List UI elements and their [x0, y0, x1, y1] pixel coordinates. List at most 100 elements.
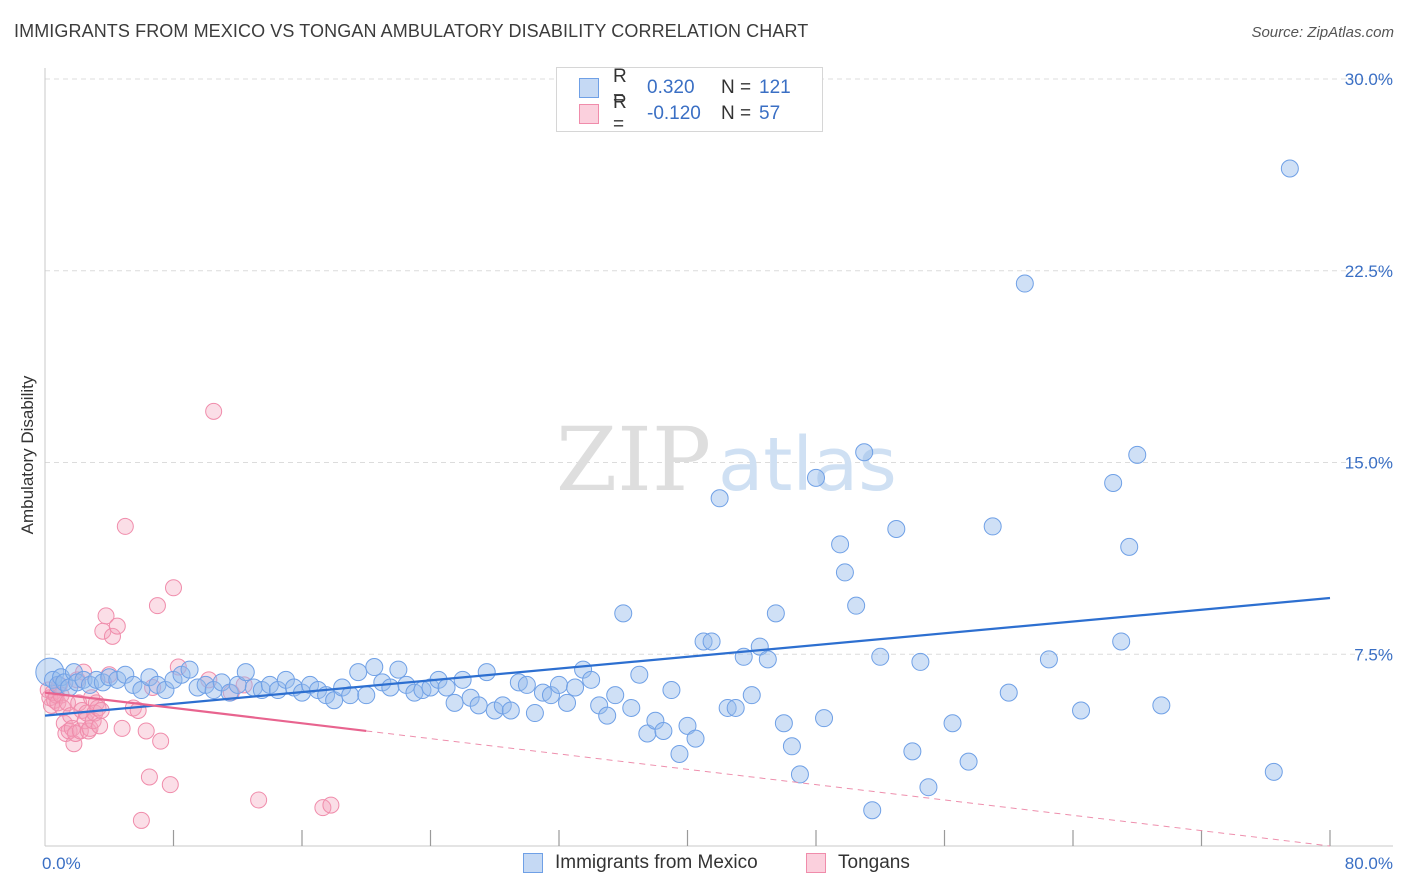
- trend-line-tongans-extension: [366, 730, 1331, 847]
- legend-swatch-tongans: [806, 853, 826, 873]
- point-mexico: [774, 714, 793, 733]
- point-mexico: [1264, 762, 1283, 781]
- legend-item-tongans[interactable]: Tongans: [806, 852, 910, 874]
- point-mexico: [911, 652, 930, 671]
- legend-swatch-mexico: [523, 853, 543, 873]
- y-tick-label: 22.5%: [1345, 262, 1393, 281]
- legend-n-value: 121: [759, 77, 791, 98]
- series-legend: Immigrants from Mexico Tongans: [0, 852, 1406, 876]
- point-mexico: [558, 693, 577, 712]
- point-mexico: [742, 686, 761, 705]
- point-mexico: [477, 663, 496, 682]
- point-mexico: [1128, 445, 1147, 464]
- point-tongans: [108, 617, 126, 635]
- point-mexico: [525, 704, 544, 723]
- point-mexico: [887, 519, 906, 538]
- point-mexico: [807, 468, 825, 487]
- watermark: ZIP atlas: [556, 408, 897, 511]
- point-mexico: [766, 604, 785, 623]
- point-tongans: [205, 402, 223, 420]
- point-mexico: [365, 658, 384, 677]
- point-mexico: [678, 716, 697, 735]
- legend-n-label: N =: [721, 77, 752, 98]
- y-tick-label: 30.0%: [1345, 70, 1393, 89]
- point-mexico: [919, 778, 938, 797]
- point-mexico: [903, 742, 922, 761]
- point-mexico: [228, 675, 247, 694]
- point-mexico: [815, 709, 834, 728]
- legend-r-value: 0.320: [647, 77, 695, 98]
- point-tongans: [140, 768, 158, 786]
- point-mexico: [959, 752, 978, 771]
- trend-line-mexico: [44, 596, 1331, 717]
- point-mexico: [325, 691, 344, 710]
- point-mexico: [863, 801, 882, 820]
- point-mexico: [1015, 274, 1034, 293]
- point-mexico: [598, 706, 617, 725]
- tick-labels: 7.5% 15.0% 22.5% 30.0% 0.0% 80.0%: [42, 70, 1393, 873]
- gridlines: [45, 78, 1393, 655]
- point-mexico: [132, 681, 151, 700]
- point-mexico: [790, 765, 809, 784]
- point-mexico: [871, 647, 890, 666]
- point-tongans: [91, 717, 109, 735]
- watermark-atlas: atlas: [718, 422, 897, 508]
- point-mexico: [614, 604, 633, 623]
- point-mexico: [999, 683, 1018, 702]
- x-tick-label-min: 0.0%: [42, 854, 81, 873]
- legend-item-mexico[interactable]: Immigrants from Mexico: [523, 852, 758, 874]
- point-mexico: [831, 535, 850, 554]
- watermark-zip: ZIP: [556, 408, 711, 511]
- point-tongans: [322, 796, 340, 814]
- point-mexico: [64, 663, 83, 682]
- point-mexico: [983, 517, 1002, 536]
- legend-r-label: R =: [613, 66, 627, 109]
- point-mexico: [630, 665, 649, 684]
- point-tongans: [137, 722, 155, 740]
- point-mexico: [349, 663, 368, 682]
- legend-row-mexico: R = 0.320 N = 121: [579, 66, 791, 109]
- point-mexico: [726, 698, 745, 717]
- point-mexico: [1072, 701, 1091, 720]
- chart-title: IMMIGRANTS FROM MEXICO VS TONGAN AMBULAT…: [14, 21, 809, 41]
- point-mexico: [501, 701, 520, 720]
- point-tongans: [152, 732, 170, 750]
- x-tick-label-max: 80.0%: [1345, 854, 1393, 873]
- point-mexico: [855, 443, 874, 462]
- point-mexico: [566, 678, 585, 697]
- legend-n-label: N =: [721, 103, 752, 124]
- point-mexico: [622, 698, 641, 717]
- point-mexico: [1112, 632, 1131, 651]
- point-tongans: [97, 607, 115, 625]
- point-mexico: [180, 660, 199, 679]
- point-mexico: [670, 744, 689, 763]
- legend-swatch-mexico: [579, 78, 599, 98]
- legend-row-tongans: R = -0.120 N = 57: [579, 92, 780, 135]
- point-tongans: [103, 627, 121, 645]
- point-tongans: [161, 776, 179, 794]
- y-tick-label: 7.5%: [1354, 645, 1393, 664]
- point-mexico: [1039, 650, 1058, 669]
- mexico-points: [35, 159, 1299, 820]
- point-tongans: [79, 722, 97, 740]
- point-mexico: [847, 596, 866, 615]
- point-mexico: [437, 678, 456, 697]
- trend-lines: [44, 596, 1331, 847]
- point-mexico: [389, 660, 408, 679]
- y-tick-label: 15.0%: [1345, 454, 1393, 473]
- point-mexico: [469, 696, 488, 715]
- point-tongans: [116, 517, 134, 535]
- point-mexico: [445, 693, 464, 712]
- point-tongans: [165, 579, 182, 597]
- source-credit: Source: ZipAtlas.com: [1251, 24, 1394, 41]
- legend-r-value: -0.120: [647, 103, 701, 124]
- point-mexico: [835, 563, 854, 582]
- point-mexico: [662, 681, 681, 700]
- point-mexico: [453, 670, 472, 689]
- point-mexico: [550, 675, 568, 694]
- point-mexico: [236, 663, 255, 682]
- point-tongans: [250, 791, 268, 809]
- point-tongans: [132, 811, 150, 829]
- point-mexico: [582, 670, 601, 689]
